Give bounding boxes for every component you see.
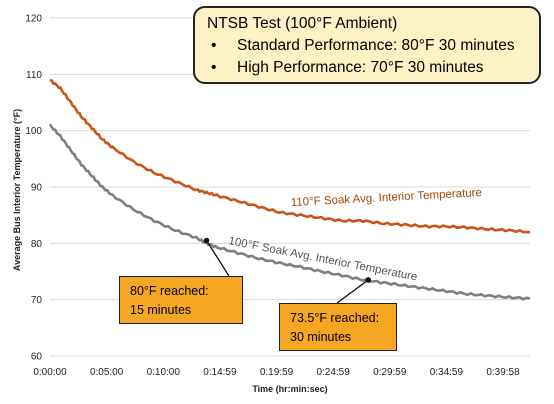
info-item-standard: • Standard Performance: 80°F 30 minutes [207, 35, 527, 57]
series-label-110f: 110°F Soak Avg. Interior Temperature [291, 187, 483, 209]
y-axis-title: Average Bus Interior Temperature (°F) [12, 109, 22, 271]
annotation-marker [365, 277, 372, 283]
info-box-title: NTSB Test (100°F Ambient) [207, 15, 398, 32]
info-item-label: Standard Performance: 80°F 30 minutes [237, 37, 515, 54]
y-tick-label: 120 [25, 14, 42, 25]
ntsb-test-info-box: NTSB Test (100°F Ambient) • Standard Per… [193, 6, 541, 84]
series-line-100f [48, 123, 531, 301]
x-tick-label: 0:10:00 [147, 367, 181, 378]
annotation-leader-line [336, 279, 369, 304]
y-tick-label: 80 [31, 239, 43, 250]
info-item-high: • High Performance: 70°F 30 minutes [207, 57, 527, 79]
x-tick-label: 0:39:58 [486, 367, 520, 378]
annotation-leader-line [205, 240, 230, 277]
callout-line: 73.5°F reached: [290, 311, 380, 325]
bullet-icon: • [211, 37, 217, 54]
annotation-marker [203, 237, 210, 244]
y-tick-label: 70 [31, 295, 43, 306]
x-tick-label: 0:34:59 [430, 367, 464, 378]
x-tick-label: 0:24:59 [316, 367, 350, 378]
bullet-icon: • [211, 59, 217, 76]
annotation-leaders [203, 237, 372, 304]
y-tick-label: 110 [26, 70, 42, 81]
callout-line: 30 minutes [290, 330, 352, 344]
chart-series [48, 78, 531, 301]
x-axis-title: Time (hr:min:sec) [252, 384, 327, 394]
callout-73-5f-reached: 73.5°F reached: 30 minutes [279, 303, 397, 351]
x-tick-label: 0:29:59 [373, 367, 407, 378]
chart-ticks: 60 70 80 90 100 110 120 0:00:00 0:05:00 0:10:00 0:… [25, 14, 520, 379]
x-tick-label: 0:14:59 [203, 367, 237, 378]
x-tick-label: 0:05:00 [90, 367, 124, 378]
callout-line: 15 minutes [130, 303, 192, 317]
y-tick-label: 60 [31, 352, 43, 363]
callout-80f-reached: 80°F reached: 15 minutes [119, 276, 243, 324]
info-item-label: High Performance: 70°F 30 minutes [237, 59, 484, 76]
y-tick-label: 100 [25, 126, 42, 137]
y-tick-label: 90 [31, 183, 43, 194]
callout-line: 80°F reached: [130, 284, 209, 298]
x-tick-label: 0:19:59 [260, 367, 294, 378]
series-line-110f [49, 78, 531, 234]
x-tick-label: 0:00:00 [33, 367, 67, 378]
